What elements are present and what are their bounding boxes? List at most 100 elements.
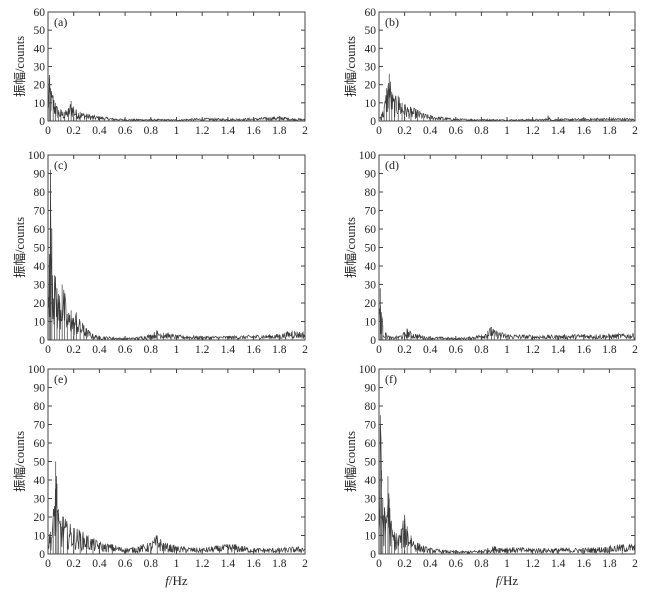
y-tick-label: 40 [365,43,377,55]
plot-frame [47,154,306,341]
y-tick-label: 20 [365,298,377,310]
panel-label: (a) [54,15,67,29]
y-tick-label: 70 [365,420,377,432]
plot-frame [378,11,636,122]
x-tick-label: 1.2 [195,558,210,570]
plot-frame [378,368,636,555]
y-tick-label: 50 [365,25,377,37]
x-tick-label: 1.8 [272,558,287,570]
x-tick-label: 1.2 [525,344,540,356]
y-tick-label: 20 [34,298,46,310]
panel-label: (d) [385,158,399,172]
x-tick-label: 0.8 [474,558,489,570]
y-tick-label: 30 [34,280,46,292]
y-tick-label: 50 [34,457,46,469]
y-tick-label: 30 [34,62,46,74]
x-tick-label: 2 [302,558,308,570]
x-axis-title: f/Hz [496,573,519,588]
x-tick-label: 0.2 [397,125,412,137]
x-tick-label: 0 [45,558,51,570]
x-tick-label: 1 [174,125,180,137]
y-tick-label: 80 [365,187,377,199]
x-tick-label: 0.6 [449,344,464,356]
x-tick-label: 0.2 [67,125,82,137]
y-axis-title: 振幅/counts [343,217,358,278]
y-tick-label: 0 [39,116,45,128]
y-tick-label: 80 [365,401,377,413]
x-tick-label: 1.8 [272,125,287,137]
spectrum-panel-e: 0 0.2 0.4 0.6 0.8 1 1.2 1.4 1.6 1.8 20102030405060… [12,364,308,588]
x-tick-label: 0.8 [144,125,159,137]
plot-frame [47,368,306,555]
x-tick-label: 0.2 [397,344,412,356]
spectrum-series [378,415,636,555]
y-axis-title: 振幅/counts [12,217,27,278]
x-tick-label: 1.6 [577,558,592,570]
x-tick-label: 1.4 [221,125,236,137]
y-tick-label: 20 [365,80,377,92]
y-tick-label: 80 [34,187,46,199]
y-tick-label: 30 [365,280,377,292]
y-tick-label: 70 [34,420,46,432]
plot-frame [378,154,636,341]
y-axis-title: 振幅/counts [343,431,358,492]
y-tick-label: 90 [365,169,377,181]
x-tick-label: 1.6 [246,125,261,137]
spectrum-panel-f: 0 0.2 0.4 0.6 0.8 1 1.2 1.4 1.6 1.8 20102030405060… [343,364,638,588]
x-tick-label: 0.6 [118,125,133,137]
x-tick-label: 0.6 [449,125,464,137]
y-tick-label: 40 [34,43,46,55]
y-tick-label: 60 [365,7,377,19]
y-axis-title: 振幅/counts [12,431,27,492]
spectrum-series [47,461,306,555]
x-tick-label: 1.2 [525,558,540,570]
spectrum-panel-b: 0 0.2 0.4 0.6 0.8 1 1.2 1.4 1.6 1.8 20102030405060… [343,7,638,137]
x-tick-label: 1 [504,344,510,356]
x-tick-label: 1.6 [577,125,592,137]
x-tick-label: 0.4 [92,125,107,137]
x-tick-label: 1.4 [221,558,236,570]
y-tick-label: 20 [34,80,46,92]
y-tick-label: 20 [365,512,377,524]
spectrum-series [378,288,636,341]
y-tick-label: 100 [359,150,377,162]
y-tick-label: 60 [34,438,46,450]
y-tick-label: 90 [34,169,46,181]
y-tick-label: 40 [365,261,377,273]
y-tick-label: 10 [34,317,46,329]
x-tick-label: 2 [632,125,638,137]
spectrum-series [378,73,636,122]
x-tick-label: 1.6 [246,558,261,570]
y-tick-label: 50 [365,457,377,469]
x-tick-label: 0.2 [397,558,412,570]
x-tick-label: 0.4 [92,344,107,356]
y-tick-label: 40 [365,475,377,487]
x-tick-label: 2 [302,125,308,137]
spectrum-panel-a: 0 0.2 0.4 0.6 0.8 1 1.2 1.4 1.6 1.8 20102030405060… [12,7,308,137]
spectrum-series [47,169,306,341]
x-tick-label: 1.2 [195,344,210,356]
x-tick-label: 1 [504,125,510,137]
x-tick-label: 1.2 [525,125,540,137]
x-tick-label: 0.4 [423,558,438,570]
x-tick-label: 0.8 [474,344,489,356]
y-tick-label: 0 [370,116,376,128]
y-axis-title: 振幅/counts [12,36,27,97]
y-tick-label: 80 [34,401,46,413]
y-tick-label: 60 [365,224,377,236]
y-tick-label: 100 [28,150,46,162]
x-tick-label: 0.6 [118,558,133,570]
x-tick-label: 1.8 [602,125,617,137]
x-tick-label: 1.8 [602,344,617,356]
y-tick-label: 40 [34,261,46,273]
x-tick-label: 0.2 [67,558,82,570]
y-tick-label: 0 [370,335,376,347]
x-tick-label: 0.4 [423,344,438,356]
y-tick-label: 10 [365,98,377,110]
x-tick-label: 1.4 [551,125,566,137]
y-tick-label: 60 [365,438,377,450]
y-tick-label: 0 [39,549,45,561]
x-tick-label: 1.8 [602,558,617,570]
x-tick-label: 1.6 [577,344,592,356]
